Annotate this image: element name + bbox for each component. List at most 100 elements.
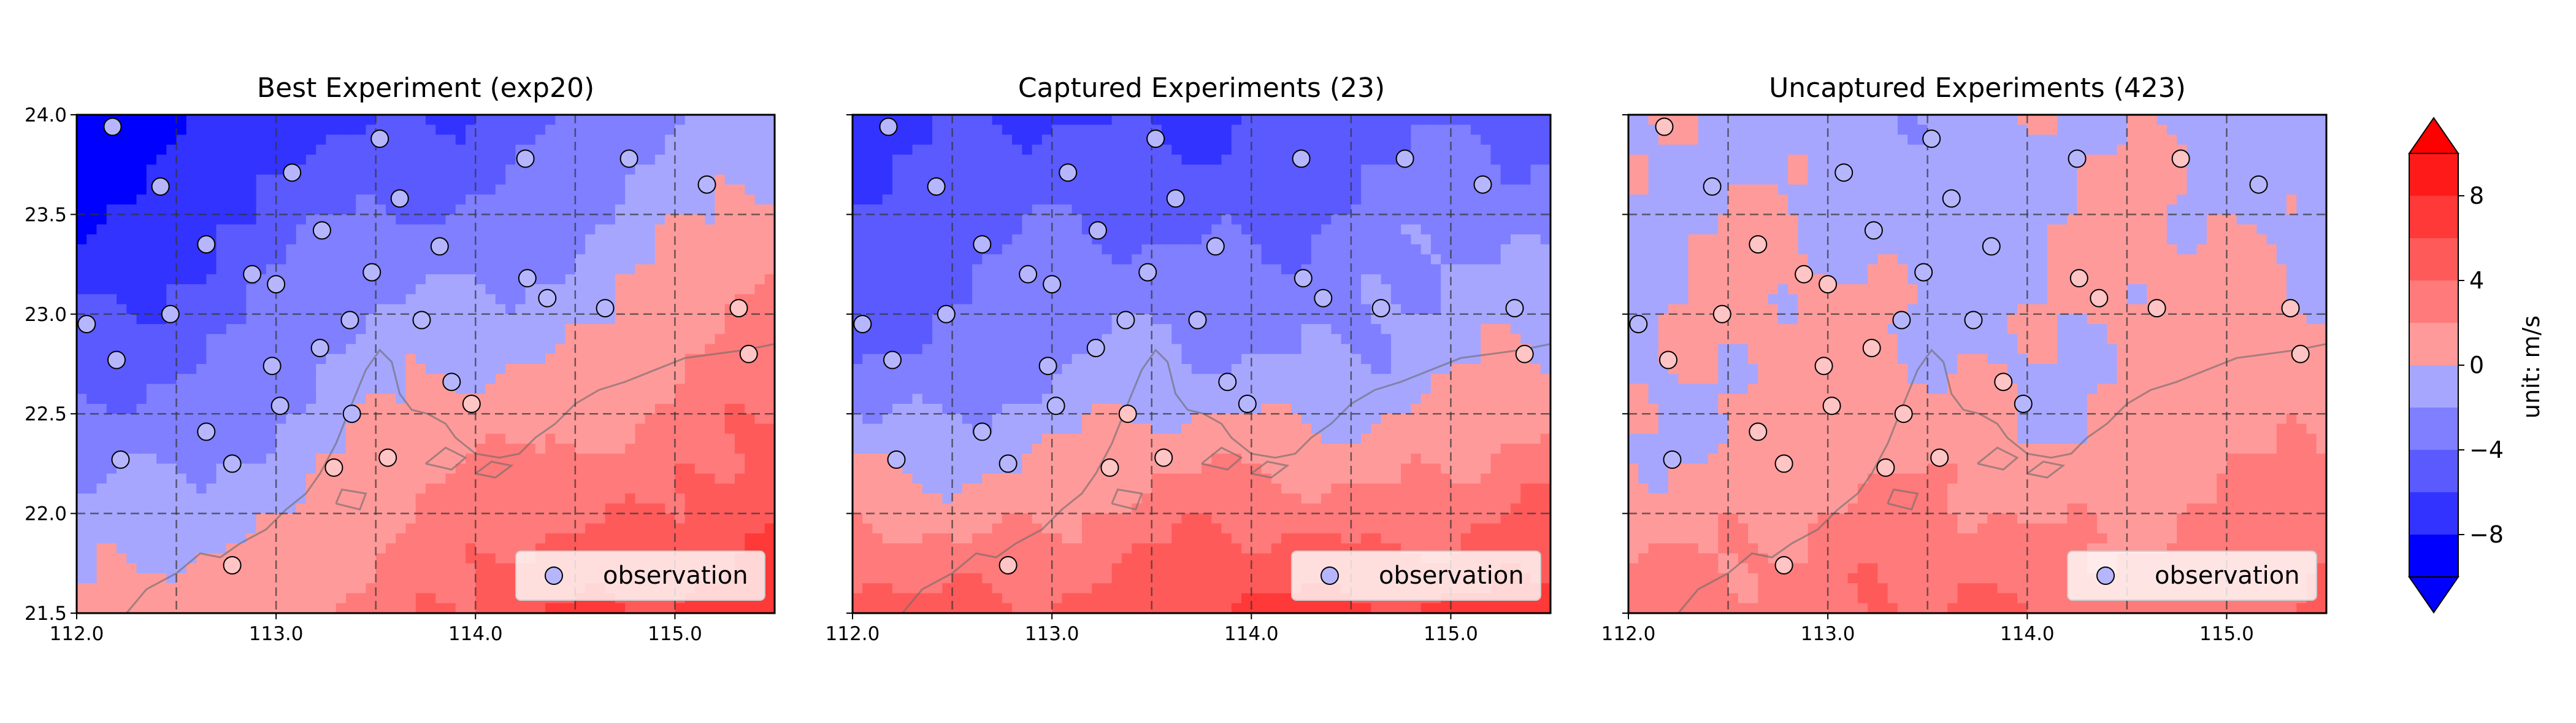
observation-point xyxy=(197,235,216,254)
field-cell xyxy=(962,115,973,126)
field-cell xyxy=(625,304,636,315)
field-cell xyxy=(1401,284,1412,295)
field-cell xyxy=(426,543,437,554)
field-cell xyxy=(1041,194,1052,205)
field-cell xyxy=(206,533,217,544)
field-cell xyxy=(1221,294,1232,305)
field-cell xyxy=(256,134,267,145)
field-cell xyxy=(206,304,217,315)
field-cell xyxy=(1171,154,1183,165)
field-cell xyxy=(1401,234,1412,245)
field-cell xyxy=(1181,134,1192,145)
field-cell xyxy=(694,274,705,285)
field-cell xyxy=(226,224,237,235)
field-cell xyxy=(1241,125,1252,136)
field-cell xyxy=(605,344,616,355)
field-cell xyxy=(96,204,107,215)
field-cell xyxy=(466,423,477,435)
field-cell xyxy=(305,115,316,126)
field-cell xyxy=(942,164,953,176)
field-cell xyxy=(1481,204,1492,215)
field-cell xyxy=(186,393,197,404)
field-cell xyxy=(1102,134,1113,145)
field-cell xyxy=(1092,174,1103,185)
field-cell xyxy=(146,234,157,245)
field-cell xyxy=(1132,144,1143,155)
field-cell xyxy=(705,134,716,145)
field-cell xyxy=(86,125,98,136)
field-cell xyxy=(1520,264,1531,275)
field-cell xyxy=(1401,115,1412,126)
field-cell xyxy=(316,164,327,176)
field-cell xyxy=(256,204,267,215)
field-cell xyxy=(1441,164,1452,176)
field-cell xyxy=(705,374,716,385)
field-cell xyxy=(1081,204,1092,215)
field-cell xyxy=(715,473,726,484)
field-cell xyxy=(276,204,287,215)
field-cell xyxy=(1271,244,1282,255)
field-cell xyxy=(1251,264,1262,275)
field-cell xyxy=(445,304,456,315)
field-cell xyxy=(1510,174,1522,185)
field-cell xyxy=(715,314,726,325)
field-cell xyxy=(156,403,167,414)
field-cell xyxy=(1132,174,1143,185)
field-cell xyxy=(366,314,377,325)
field-cell xyxy=(684,204,696,215)
field-cell xyxy=(665,174,676,185)
field-cell xyxy=(385,214,397,225)
field-cell xyxy=(296,234,307,245)
field-cell xyxy=(196,443,207,454)
field-cell xyxy=(266,603,277,613)
field-cell xyxy=(415,224,426,235)
field-cell xyxy=(1231,254,1242,265)
field-cell xyxy=(585,194,596,205)
field-cell xyxy=(754,393,765,404)
field-cell xyxy=(316,473,327,484)
field-cell xyxy=(316,154,327,165)
field-cell xyxy=(665,513,676,524)
field-cell xyxy=(754,274,765,285)
field-cell xyxy=(1241,274,1252,285)
field-cell xyxy=(117,553,128,564)
field-cell xyxy=(912,244,923,255)
field-cell xyxy=(475,294,486,305)
field-cell xyxy=(1221,304,1232,315)
field-cell xyxy=(466,364,477,375)
field-cell xyxy=(1102,254,1113,265)
field-cell xyxy=(1032,244,1043,255)
field-cell xyxy=(585,115,596,126)
field-cell xyxy=(1151,284,1162,295)
field-cell xyxy=(485,264,496,275)
field-cell xyxy=(972,115,983,126)
field-cell xyxy=(595,414,606,425)
field-cell xyxy=(296,154,307,165)
field-cell xyxy=(1530,214,1541,225)
field-cell xyxy=(1161,244,1173,255)
field-cell xyxy=(535,344,546,355)
field-cell xyxy=(1181,214,1192,225)
field-cell xyxy=(545,503,556,514)
field-cell xyxy=(525,473,536,484)
field-cell xyxy=(684,174,696,185)
field-cell xyxy=(435,543,447,554)
field-cell xyxy=(555,204,566,215)
field-cell xyxy=(495,414,506,425)
field-cell xyxy=(1002,115,1013,126)
field-cell xyxy=(1261,154,1272,165)
field-cell xyxy=(952,115,963,126)
field-cell xyxy=(77,513,88,524)
field-cell xyxy=(645,334,656,345)
field-cell xyxy=(665,224,676,235)
field-cell xyxy=(585,254,596,265)
field-cell xyxy=(96,563,107,574)
field-cell xyxy=(615,214,626,225)
field-cell xyxy=(675,264,686,275)
field-cell xyxy=(724,234,735,245)
field-cell xyxy=(585,513,596,524)
field-cell xyxy=(426,125,437,136)
field-cell xyxy=(196,473,207,484)
field-cell xyxy=(1231,164,1242,176)
field-cell xyxy=(426,164,437,176)
